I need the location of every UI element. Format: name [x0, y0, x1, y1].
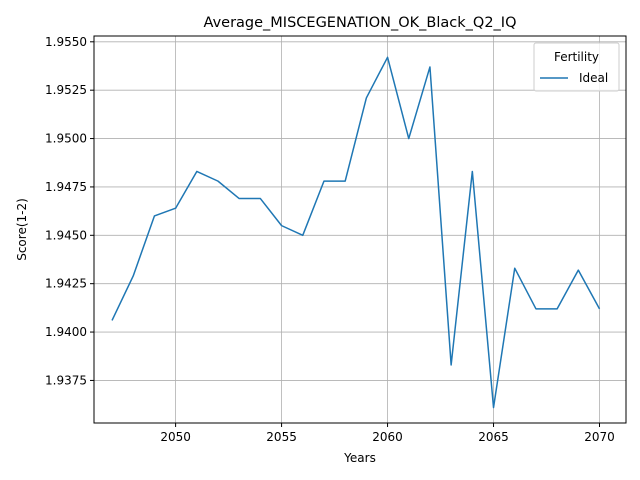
x-tick-label: 2065	[478, 430, 509, 444]
y-tick-label: 1.9400	[45, 325, 87, 339]
y-tick-label: 1.9475	[45, 180, 87, 194]
x-tick-label: 2050	[160, 430, 191, 444]
y-axis-label: Score(1-2)	[15, 198, 29, 261]
grid-lines	[94, 36, 626, 423]
legend-title: Fertility	[554, 50, 599, 64]
x-axis-label: Years	[343, 451, 376, 465]
plot-area-frame	[93, 35, 627, 424]
x-tick-label: 2055	[266, 430, 297, 444]
legend: Fertility Ideal	[533, 42, 620, 92]
y-tick-label: 1.9550	[45, 35, 87, 49]
legend-box	[533, 42, 620, 92]
axis-ticks: 2050 2055 2060 2065 2070 1.9375 1.9400 1.9425 1.…	[45, 35, 615, 444]
legend-label-ideal: Ideal	[579, 71, 608, 85]
series-layer	[111, 56, 601, 409]
chart-title: Average_MISCEGENATION_OK_Black_Q2_IQ	[204, 15, 517, 31]
y-tick-label: 1.9450	[45, 228, 87, 242]
x-tick-label: 2060	[372, 430, 403, 444]
x-tick-label: 2070	[584, 430, 615, 444]
y-tick-label: 1.9500	[45, 132, 87, 146]
y-tick-label: 1.9375	[45, 373, 87, 387]
y-tick-label: 1.9525	[45, 83, 87, 97]
series-line-ideal	[111, 56, 601, 409]
y-tick-label: 1.9425	[45, 277, 87, 291]
